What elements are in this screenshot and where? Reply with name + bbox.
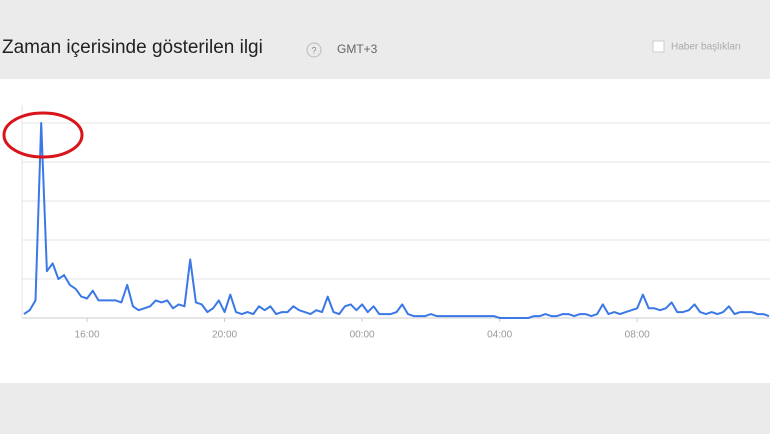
help-icon[interactable] [306, 42, 322, 58]
help-text[interactable]: ? [311, 45, 316, 55]
x-tick-label: 04:00 [487, 330, 512, 341]
trend-line [23, 122, 770, 319]
checkbox[interactable] [652, 40, 665, 53]
checkbox-label[interactable]: Haber başlıkları [671, 42, 741, 53]
plot: 16:00 20:00 00:00 04:00 08:00 [21, 105, 770, 341]
chart-area [0, 79, 770, 383]
x-tick-label: 08:00 [625, 330, 650, 341]
highlight-circle [2, 111, 84, 159]
x-tick-label: 16:00 [75, 330, 100, 341]
x-tick-label: 20:00 [212, 330, 237, 341]
title: Zaman içerisinde gösterilen ilgi [2, 37, 263, 58]
timezone: GMT+3 [337, 42, 378, 56]
x-tick-label: 00:00 [350, 330, 375, 341]
